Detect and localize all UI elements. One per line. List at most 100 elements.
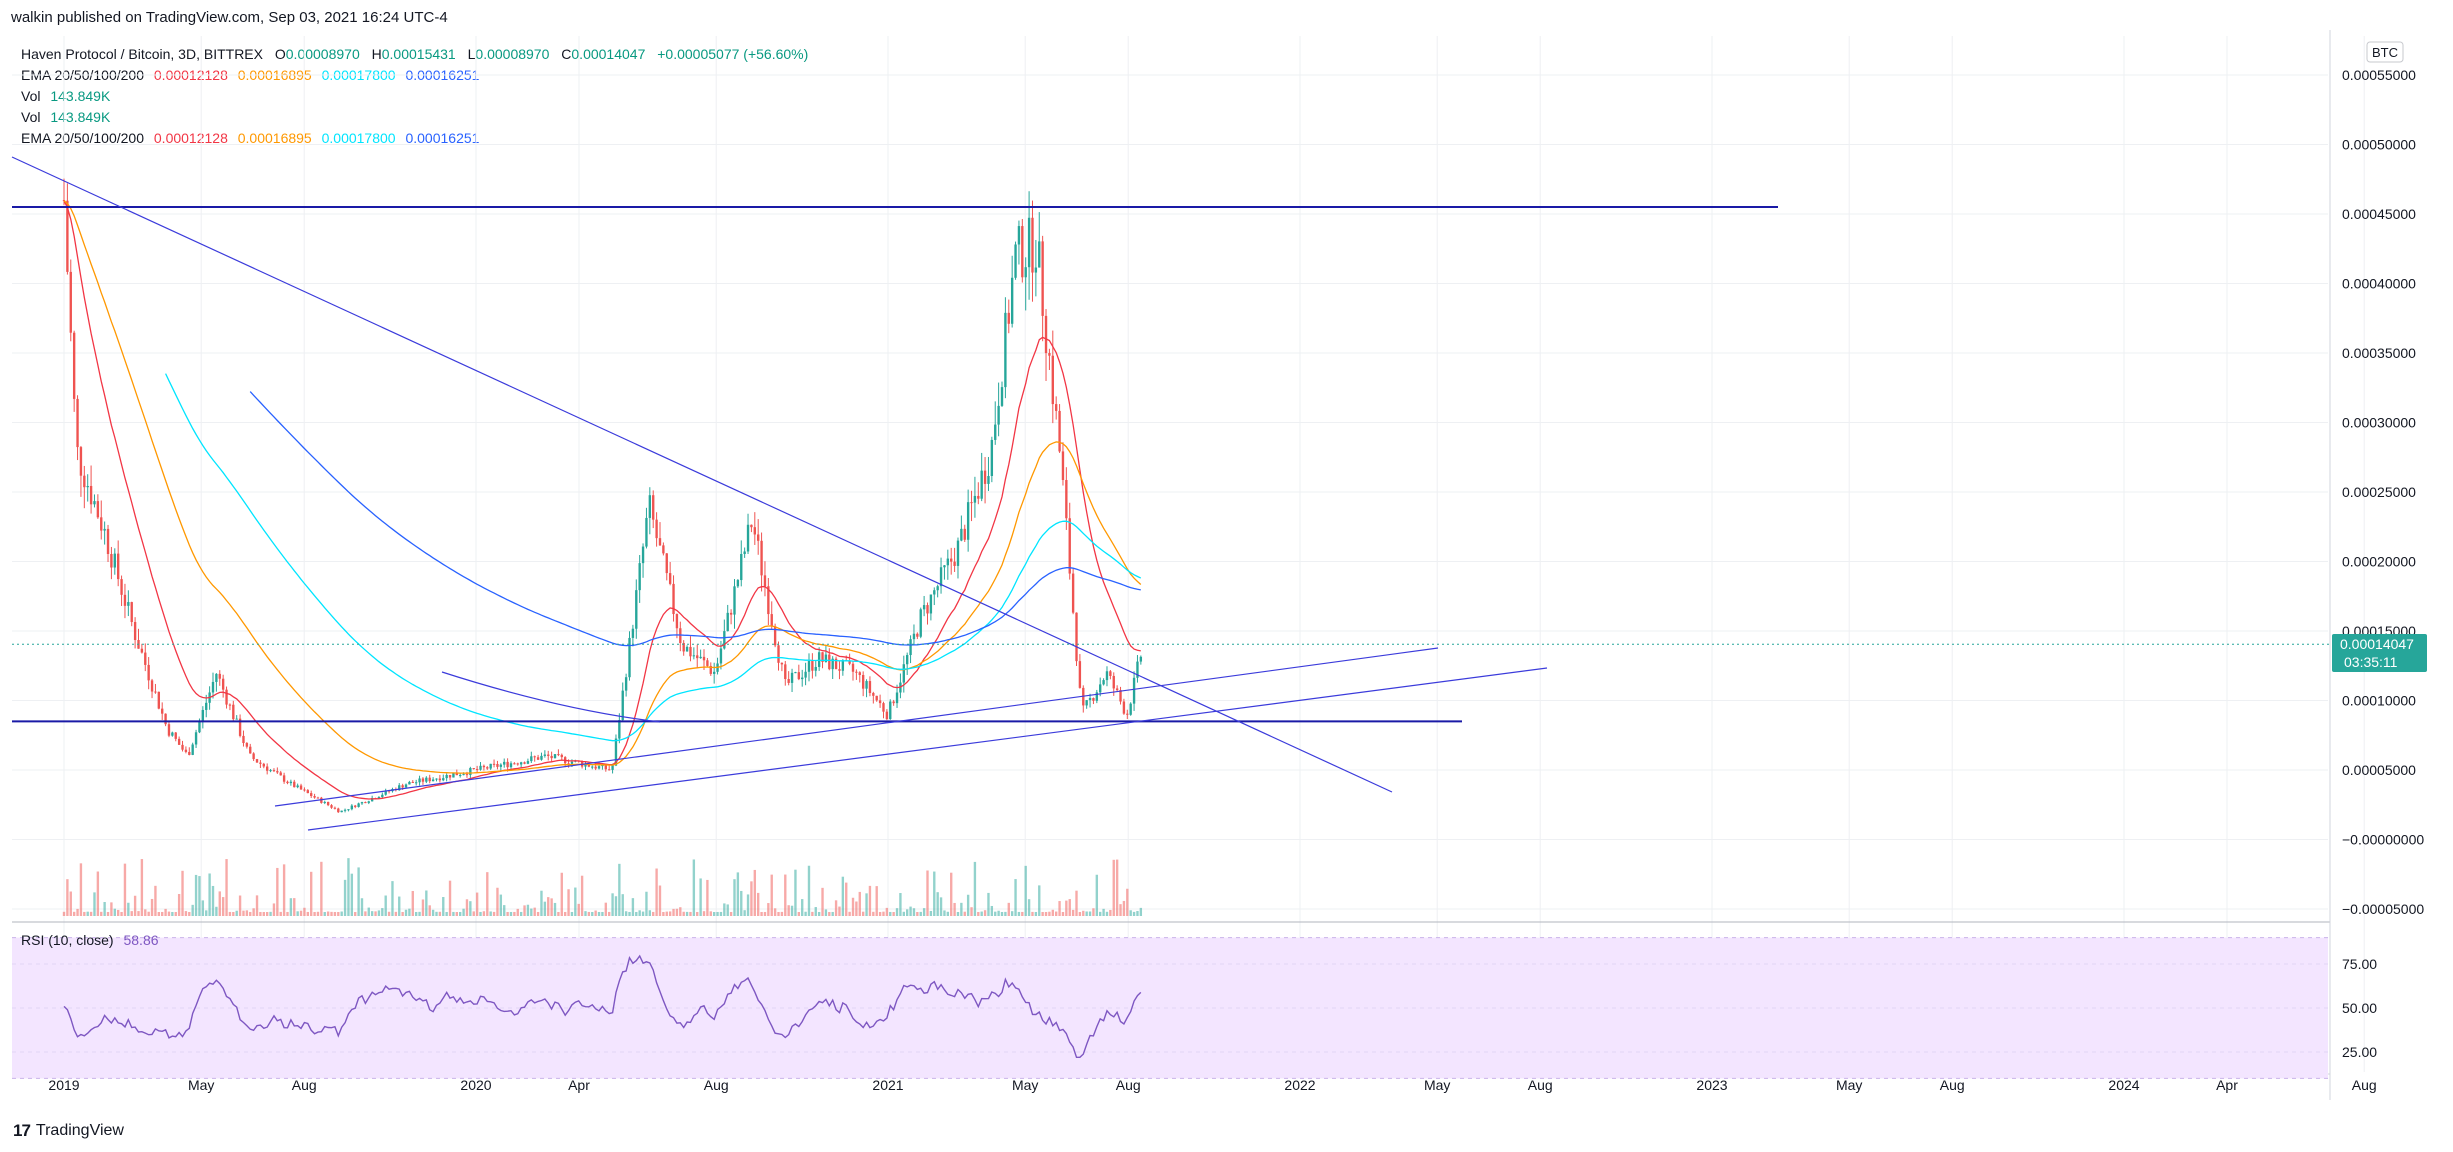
candle-body <box>963 528 966 540</box>
volume-bar <box>719 911 723 916</box>
candle-body <box>161 708 164 714</box>
candle-body <box>760 540 763 576</box>
candle-body <box>516 763 519 765</box>
candle-body <box>902 664 905 683</box>
volume-bar <box>746 894 750 916</box>
volume-bar <box>513 911 516 916</box>
symbol-title[interactable]: Haven Protocol / Bitcoin, 3D, BITTREX <box>21 46 263 62</box>
candle-body <box>1122 701 1126 714</box>
volume-bar <box>293 898 296 916</box>
volume-bar <box>279 911 282 916</box>
candle-body <box>154 691 157 693</box>
volume-bar <box>950 872 953 916</box>
candle-body <box>635 590 638 629</box>
volume-bar <box>533 907 536 916</box>
volume-bar <box>702 911 706 916</box>
ohlc-low-value: 0.00008970 <box>475 46 550 62</box>
candle-body <box>1115 688 1119 691</box>
volume-bar <box>550 898 553 916</box>
candle-body <box>1024 267 1027 278</box>
candle-body <box>205 702 208 710</box>
volume-bar <box>421 899 425 916</box>
volume-bar <box>455 912 458 916</box>
time-tick-label: 2023 <box>1696 1077 1727 1093</box>
volume-bar <box>838 906 841 916</box>
volume-bar <box>144 909 147 916</box>
candle-body <box>238 718 242 736</box>
volume-bar <box>909 906 912 916</box>
candle-body <box>926 605 929 614</box>
volume-bar <box>970 907 973 916</box>
volume-bar <box>211 885 215 916</box>
volume-bar <box>313 911 316 916</box>
candle-body <box>885 711 889 720</box>
volume-legend-row[interactable]: Vol 143.849K <box>21 86 808 107</box>
candle-body <box>943 565 946 568</box>
descending-trendline <box>11 156 1393 793</box>
candle-body <box>310 793 313 797</box>
volume-bar <box>113 908 116 916</box>
candle-body <box>272 770 276 772</box>
volume-bar <box>614 896 618 916</box>
candle-body <box>503 761 506 765</box>
volume-bar <box>882 911 885 916</box>
candle-body <box>245 743 249 747</box>
ema-legend-row-2[interactable]: EMA 20/50/100/200 0.00012128 0.00016895 … <box>21 128 808 149</box>
candle-body <box>140 648 144 653</box>
candle-body <box>228 704 232 706</box>
candle-body <box>584 764 587 767</box>
volume-legend-row-2[interactable]: Vol 143.849K <box>21 107 808 128</box>
candle-body <box>953 561 956 566</box>
volume-bar <box>333 911 337 916</box>
volume-bar <box>133 895 137 916</box>
volume-bar <box>597 911 601 916</box>
volume-bar <box>665 911 668 916</box>
volume-bar <box>296 911 299 916</box>
time-tick-label: Aug <box>1116 1077 1141 1093</box>
candle-body <box>150 680 154 692</box>
volume-bar <box>489 911 492 916</box>
candle-body <box>106 528 110 555</box>
volume-bar <box>245 910 249 916</box>
volume-bar <box>845 882 848 916</box>
volume-bar <box>255 895 259 916</box>
volume-bar <box>841 876 845 916</box>
volume-bar <box>96 871 100 916</box>
ema200-line <box>249 391 1141 647</box>
price-tick-label: 0.00040000 <box>2342 276 2416 292</box>
price-tick-label: 0.00045000 <box>2342 206 2416 222</box>
volume-bar <box>479 911 482 916</box>
candle-body <box>198 721 201 733</box>
tradingview-footer[interactable]: 17 TradingView <box>13 1121 124 1141</box>
candle-body <box>892 701 895 704</box>
candle-body <box>174 732 177 739</box>
volume-bar <box>1075 890 1078 916</box>
volume-bar <box>72 911 76 916</box>
candle-body <box>1021 226 1024 278</box>
volume-bar <box>631 898 635 916</box>
volume-bar <box>218 891 221 916</box>
volume-bar <box>164 908 167 916</box>
rsi-legend[interactable]: RSI (10, close) 58.86 <box>21 932 159 948</box>
candle-body <box>130 602 133 623</box>
volume-bar <box>543 901 547 916</box>
volume-bar <box>709 911 712 916</box>
candle-body <box>662 545 665 554</box>
volume-bar <box>1038 885 1041 916</box>
volume-bar <box>516 908 519 916</box>
candle-body <box>526 761 530 764</box>
candle-body <box>1068 518 1071 574</box>
candle-body <box>76 398 79 448</box>
volume-bar <box>1129 910 1132 916</box>
volume-bar <box>1034 911 1038 916</box>
candle-body <box>740 553 743 581</box>
candle-body <box>360 802 364 804</box>
volume-bar <box>262 911 265 916</box>
volume-bar <box>956 912 960 916</box>
candle-body <box>89 485 93 505</box>
candle-body <box>167 724 171 736</box>
candle-body <box>865 681 868 689</box>
candle-body <box>306 790 309 794</box>
candle-body <box>594 766 597 769</box>
